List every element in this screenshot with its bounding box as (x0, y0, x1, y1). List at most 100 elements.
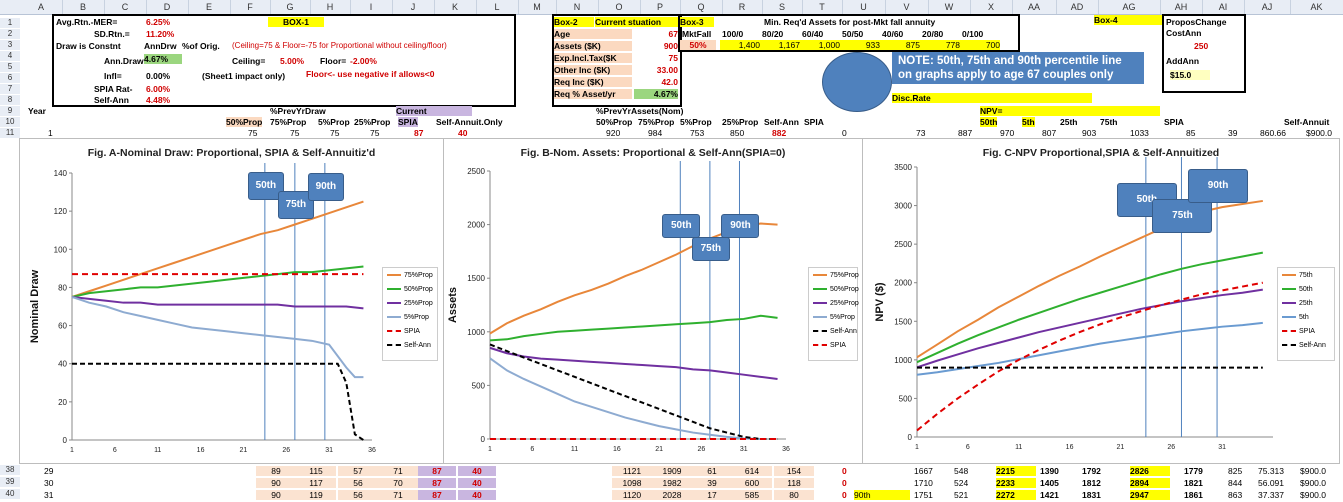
bottom-cell[interactable]: 1831 (1082, 490, 1101, 500)
row-header[interactable]: 4 (0, 51, 20, 61)
column-header-w[interactable]: W (928, 0, 971, 14)
bottom-cell[interactable]: 863 (1228, 490, 1243, 500)
column-header-s[interactable]: S (762, 0, 803, 14)
row10-cell[interactable]: 860.66 (1260, 128, 1286, 138)
column-header-o[interactable]: O (598, 0, 641, 14)
bottom-cell[interactable]: 600 (732, 478, 772, 488)
row-header[interactable]: 7 (0, 84, 20, 94)
row10-cell[interactable]: 850 (730, 128, 745, 138)
bottom-cell[interactable]: 585 (732, 490, 772, 500)
bottom-cell[interactable] (854, 478, 910, 488)
bottom-cell[interactable]: 80 (774, 490, 814, 500)
bottom-cell[interactable]: 119 (296, 490, 336, 500)
column-header-c[interactable]: C (104, 0, 147, 14)
callout-75th[interactable]: 75th (1152, 199, 1213, 233)
chart-panel-c[interactable]: Fig. C-NPV Proportional,SPIA & Self-Annu… (862, 138, 1340, 464)
row10-cell[interactable]: 920 (606, 128, 621, 138)
bottom-cell[interactable]: 87 (418, 490, 456, 500)
column-header-g[interactable]: G (270, 0, 311, 14)
column-header-ah[interactable]: AH (1160, 0, 1203, 14)
row10-cell[interactable]: 75 (248, 128, 258, 138)
bottom-cell[interactable]: 1405 (1040, 478, 1059, 488)
column-header-p[interactable]: P (640, 0, 681, 14)
row-header[interactable]: 1 (0, 18, 20, 28)
ann-draw-value[interactable]: 4.67% (144, 54, 182, 64)
row-header[interactable]: 10 (0, 117, 20, 127)
column-header-r[interactable]: R (722, 0, 763, 14)
bottom-cell[interactable]: 1982 (652, 478, 692, 488)
bottom-cell[interactable]: 1861 (1184, 490, 1203, 500)
row-header[interactable]: 38 (0, 465, 20, 475)
column-header-e[interactable]: E (188, 0, 231, 14)
bottom-cell[interactable]: 90 (256, 478, 296, 488)
avg-rtn-value[interactable]: 6.25% (146, 17, 171, 27)
bottom-cell[interactable]: 90th (854, 490, 910, 500)
row10-cell[interactable]: 903 (1082, 128, 1097, 138)
row10-cell[interactable]: 1033 (1130, 128, 1149, 138)
callout-50th[interactable]: 50th (662, 214, 701, 238)
column-header-u[interactable]: U (842, 0, 886, 14)
row10-cell[interactable]: 40 (458, 128, 468, 138)
bottom-cell[interactable]: 56.091 (1258, 478, 1284, 488)
bottom-cell[interactable]: 115 (296, 466, 336, 476)
column-header-a[interactable]: A (20, 0, 63, 14)
row-header[interactable]: 3 (0, 40, 20, 50)
row10-cell[interactable]: 887 (958, 128, 973, 138)
bottom-cell[interactable]: 548 (954, 466, 969, 476)
bottom-cell[interactable]: 1909 (652, 466, 692, 476)
bottom-cell[interactable]: 0 (842, 466, 847, 476)
chart-panel-a[interactable]: Fig. A-Nominal Draw: Proportional, SPIA … (19, 138, 444, 464)
bottom-cell[interactable]: 0 (842, 478, 847, 488)
spia-rate-value[interactable]: 6.00% (146, 84, 171, 94)
bottom-cell[interactable]: 2947 (1130, 490, 1170, 500)
box-2-value[interactable]: 4.67% (634, 89, 678, 99)
row10-cell[interactable]: 1 (48, 128, 53, 138)
bottom-cell[interactable]: 0 (842, 490, 847, 500)
bottom-cell[interactable]: 37.337 (1258, 490, 1284, 500)
bottom-cell[interactable]: $900.0 (1300, 466, 1326, 476)
column-header-n[interactable]: N (556, 0, 599, 14)
bottom-cell[interactable]: 118 (774, 478, 814, 488)
bottom-cell[interactable]: 1812 (1082, 478, 1101, 488)
callout-90th[interactable]: 90th (721, 214, 760, 238)
row10-cell[interactable]: 75 (370, 128, 380, 138)
row-header[interactable]: 6 (0, 73, 20, 83)
bottom-cell[interactable]: 56 (338, 490, 378, 500)
bottom-cell[interactable]: 89 (256, 466, 296, 476)
column-header-ad[interactable]: AD (1056, 0, 1099, 14)
row-header[interactable]: 11 (0, 128, 20, 138)
bottom-cell[interactable]: 56 (338, 478, 378, 488)
row10-cell[interactable]: 0 (842, 128, 847, 138)
draw-mode[interactable]: AnnDrw (144, 41, 177, 51)
row-header[interactable]: 39 (0, 477, 20, 487)
column-header-j[interactable]: J (392, 0, 435, 14)
bottom-cell[interactable]: 39 (692, 478, 732, 488)
bottom-cell[interactable]: 40 (458, 466, 496, 476)
column-header-x[interactable]: X (970, 0, 1013, 14)
column-header-ag[interactable]: AG (1098, 0, 1161, 14)
row10-cell[interactable]: 75 (330, 128, 340, 138)
bottom-cell[interactable]: 30 (44, 478, 54, 488)
bottom-cell[interactable] (854, 466, 910, 476)
box-2-value[interactable]: 67 (668, 29, 678, 39)
callout-75th[interactable]: 75th (691, 237, 730, 261)
bottom-cell[interactable]: 2272 (996, 490, 1036, 500)
bottom-cell[interactable]: 1751 (914, 490, 933, 500)
ceiling-value[interactable]: 5.00% (280, 56, 305, 66)
box-2-value[interactable]: 33.00 (656, 65, 678, 75)
bottom-cell[interactable]: 614 (732, 466, 772, 476)
bottom-cell[interactable]: 1098 (612, 478, 652, 488)
bottom-cell[interactable]: 521 (954, 490, 969, 500)
bottom-cell[interactable]: 40 (458, 490, 496, 500)
bottom-cell[interactable]: 29 (44, 466, 54, 476)
column-header-d[interactable]: D (146, 0, 189, 14)
bottom-cell[interactable]: 1390 (1040, 466, 1059, 476)
bottom-cell[interactable]: 1821 (1184, 478, 1203, 488)
row-header[interactable]: 9 (0, 106, 20, 116)
callout-90th[interactable]: 90th (1188, 169, 1249, 203)
column-header-i[interactable]: I (350, 0, 393, 14)
column-header-q[interactable]: Q (680, 0, 723, 14)
row10-cell[interactable]: 753 (690, 128, 705, 138)
column-header-t[interactable]: T (802, 0, 843, 14)
bottom-cell[interactable]: 70 (378, 478, 418, 488)
